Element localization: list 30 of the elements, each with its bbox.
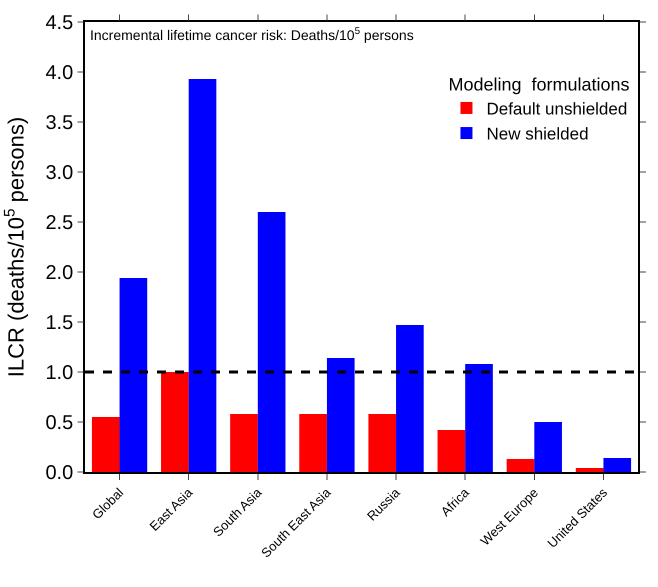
bar [258, 212, 286, 472]
bar [576, 468, 604, 472]
bar [396, 325, 424, 472]
annotation: Incremental lifetime cancer risk: Deaths/10$^{5}$ persons [90, 26, 414, 43]
y-tick-label: 0.0 [45, 462, 74, 484]
bar [299, 414, 327, 472]
legend-label: Default unshielded [486, 100, 628, 119]
legend-title: Modeling formulations [448, 74, 630, 94]
y-tick-label: 1.0 [45, 362, 74, 384]
y-tick-label: 4.0 [45, 62, 74, 84]
bar [120, 278, 148, 472]
bar [161, 372, 189, 472]
y-tick-label: 1.5 [45, 312, 74, 334]
y-tick-label: 3.0 [45, 162, 74, 184]
y-tick-label: 2.0 [45, 262, 74, 284]
bar [438, 430, 466, 472]
bar [534, 422, 562, 472]
bar [326, 358, 355, 472]
bar [92, 417, 120, 472]
bar [465, 364, 493, 472]
y-tick-label: 2.5 [45, 212, 74, 234]
bar [230, 414, 258, 472]
y-tick-label: 0.5 [45, 412, 74, 434]
bar [188, 79, 216, 472]
bar [603, 458, 632, 472]
bar [506, 459, 534, 472]
legend-label: New shielded [486, 124, 589, 144]
y-tick-label: 4.5 [45, 12, 74, 34]
bar [368, 414, 396, 472]
y-tick-label: 3.5 [45, 112, 74, 134]
